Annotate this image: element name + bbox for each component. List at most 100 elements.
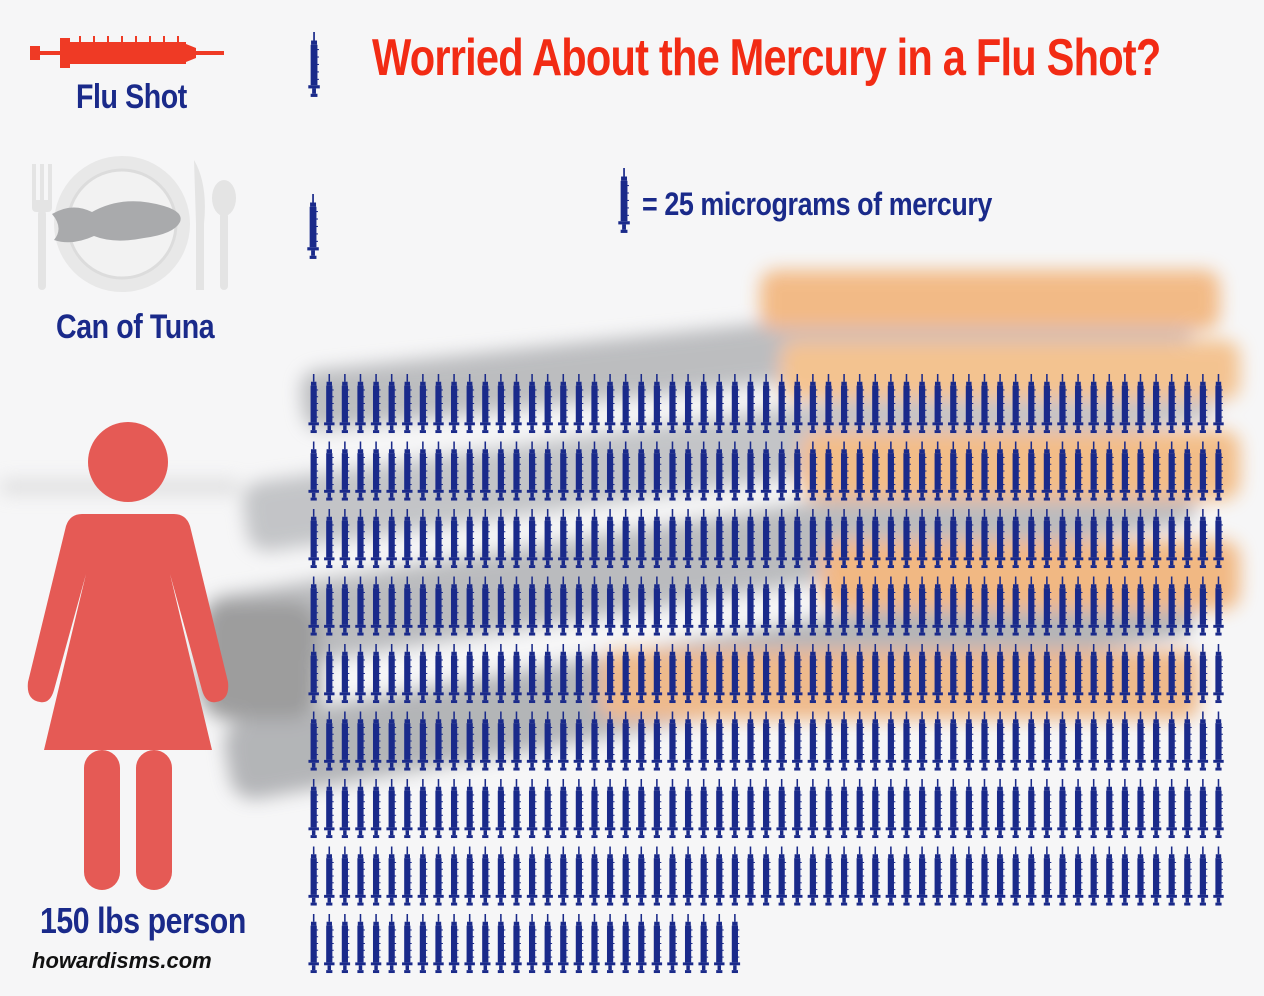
person-syringe <box>355 441 366 501</box>
person-syringe <box>433 779 444 839</box>
person-syringe <box>792 576 803 636</box>
person-syringe <box>807 644 819 704</box>
person-syringe <box>792 711 803 771</box>
person-syringe <box>495 779 507 839</box>
person-syringe <box>792 374 803 434</box>
person-syringe <box>698 441 709 501</box>
person-syringe <box>1197 576 1209 636</box>
person-syringe <box>511 576 522 636</box>
person-syringe <box>542 576 553 636</box>
person-syringe <box>901 644 912 704</box>
person-syringe <box>433 914 444 974</box>
person-syringe <box>1041 509 1053 569</box>
person-syringe <box>480 846 491 906</box>
person-syringe <box>324 644 335 704</box>
person-syringe <box>589 441 600 501</box>
person-syringe <box>698 779 709 839</box>
person-syringe <box>979 576 990 636</box>
person-syringe <box>433 576 444 636</box>
person-syringe <box>604 441 616 501</box>
person-syringe <box>776 846 787 906</box>
person-syringe <box>963 711 975 771</box>
person-syringe <box>792 441 803 501</box>
person-syringe <box>870 509 881 569</box>
page-title: Worried About the Mercury in a Flu Shot? <box>372 29 1161 87</box>
person-syringe <box>448 779 460 839</box>
person-syringe <box>870 441 881 501</box>
person-syringe <box>495 509 507 569</box>
person-syringe <box>589 914 600 974</box>
person-syringe <box>1072 374 1084 434</box>
flu-shot-label: Flu Shot <box>76 78 187 116</box>
person-syringe <box>1088 644 1099 704</box>
person-syringe <box>1057 576 1068 636</box>
person-syringe <box>948 846 959 906</box>
person-syringe <box>604 644 616 704</box>
person-syringe <box>1072 846 1084 906</box>
flu-shot-syringe <box>308 32 320 97</box>
person-syringe <box>573 779 585 839</box>
person-syringe <box>464 576 475 636</box>
person-syringe <box>355 644 366 704</box>
person-syringe <box>1057 374 1068 434</box>
person-syringe <box>823 846 834 906</box>
person-syringe <box>589 846 600 906</box>
legend-syringe-icon <box>618 168 630 233</box>
person-syringe <box>511 846 522 906</box>
person-syringe <box>480 914 491 974</box>
person-syringe <box>1072 509 1084 569</box>
person-syringe <box>1072 711 1084 771</box>
person-syringe <box>1041 374 1053 434</box>
person-syringe <box>370 441 382 501</box>
person-syringe <box>776 576 787 636</box>
person-syringe <box>339 846 351 906</box>
person-syringe <box>823 711 834 771</box>
person-syringe <box>760 779 772 839</box>
person-syringe <box>604 779 616 839</box>
person-syringe <box>1010 374 1021 434</box>
person-syringe <box>1182 576 1193 636</box>
person-syringe <box>682 441 694 501</box>
person-syringe <box>1135 779 1146 839</box>
person-syringe <box>932 711 943 771</box>
person-syringe <box>589 374 600 434</box>
person-syringe <box>386 509 397 569</box>
person-syringe <box>480 374 491 434</box>
person-syringe <box>417 374 429 434</box>
person-syringe <box>745 509 756 569</box>
person-syringe <box>838 711 850 771</box>
person-syringe <box>729 711 741 771</box>
person-syringe <box>885 576 897 636</box>
person-syringe <box>745 576 756 636</box>
person-syringe <box>1026 779 1037 839</box>
person-syringe <box>620 914 631 974</box>
person-syringe <box>1104 509 1115 569</box>
person-syringe <box>511 509 522 569</box>
person-syringe <box>1166 576 1177 636</box>
person-syringe <box>636 644 647 704</box>
person-syringe <box>589 509 600 569</box>
person-syringe <box>760 374 772 434</box>
red-syringe-icon <box>30 36 224 68</box>
person-syringe <box>994 846 1006 906</box>
person-syringe <box>1166 441 1177 501</box>
person-syringe <box>480 441 491 501</box>
person-syringe <box>433 374 444 434</box>
person-syringe <box>495 914 507 974</box>
person-syringe <box>495 441 507 501</box>
person-syringe <box>402 509 413 569</box>
person-syringe <box>714 441 725 501</box>
person-syringe <box>589 711 600 771</box>
person-syringe <box>745 374 756 434</box>
person-syringe <box>1026 576 1037 636</box>
person-syringe <box>885 711 897 771</box>
person-syringe <box>667 509 678 569</box>
person-syringe <box>760 576 772 636</box>
person-syringe <box>542 374 553 434</box>
person-syringe <box>417 644 429 704</box>
person-syringe <box>620 576 631 636</box>
person-syringe <box>932 441 943 501</box>
person-syringe <box>870 374 881 434</box>
person-syringe <box>1166 509 1177 569</box>
can-of-tuna-label: Can of Tuna <box>56 308 215 346</box>
